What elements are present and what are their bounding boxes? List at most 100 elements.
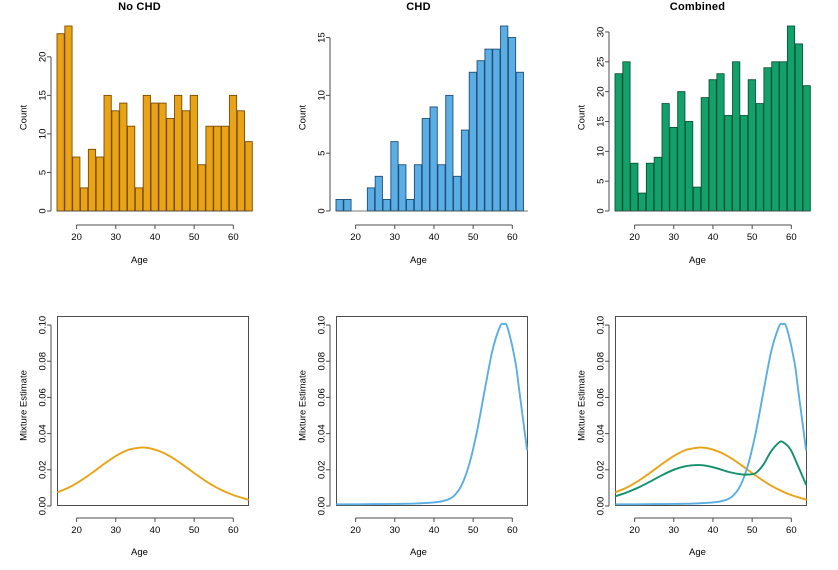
histogram-bar	[732, 61, 741, 212]
xaxis-title-chd: Age	[410, 255, 427, 266]
histogram-bar	[614, 73, 623, 212]
density-curve	[615, 446, 807, 501]
x-axis-tick-label: 40	[429, 525, 440, 536]
density-chd-svg	[336, 322, 528, 506]
y-axis-tick-label: 15	[596, 116, 607, 127]
histogram-bar	[142, 94, 151, 212]
y-axis-tick-label: 20	[596, 86, 607, 97]
histogram-bar	[500, 25, 509, 212]
histogram-bar	[779, 61, 788, 212]
x-axis-tick-label: 30	[668, 525, 679, 536]
histogram-bar	[56, 33, 65, 212]
x-axis-tick-label: 50	[468, 232, 479, 243]
xaxis-title-density-combined: Age	[689, 547, 706, 558]
hist-combined-bars	[614, 25, 811, 212]
histogram-bar	[103, 94, 112, 212]
histogram-bar	[794, 43, 803, 212]
density-curve	[615, 322, 807, 506]
histogram-bar	[244, 141, 253, 212]
histogram-bar	[700, 97, 709, 212]
x-axis-tick-label: 20	[350, 232, 361, 243]
histogram-bar	[80, 187, 89, 212]
y-axis-tick-label: 20	[38, 52, 49, 63]
histogram-bar	[622, 61, 631, 212]
histogram-bar	[189, 94, 198, 212]
y-axis-tick-label: 0	[317, 208, 328, 213]
x-axis-tick-label: 60	[228, 232, 239, 243]
histogram-bar	[119, 102, 128, 212]
panel-density-chd: 0.00 0.02 0.04 0.06 0.08 0.10 20 30 40 50 60 Age M…	[279, 285, 558, 570]
y-axis-tick-label: 0.06	[596, 388, 607, 407]
panel-hist-combined: Combined 0 5 10 15 20 25 30 20 30 40 50 60 Age Coun…	[558, 0, 837, 285]
histogram-bar	[236, 110, 245, 212]
y-axis-tick-label: 0.02	[596, 461, 607, 480]
y-axis-tick-label: 5	[317, 151, 328, 156]
histogram-bar	[630, 162, 639, 212]
x-axis-tick-label: 30	[389, 232, 400, 243]
histogram-bar	[708, 79, 717, 212]
hist-chd-bars	[335, 25, 524, 212]
histogram-bar	[669, 126, 678, 212]
histogram-bar	[197, 164, 206, 212]
x-axis-tick-label: 50	[189, 525, 200, 536]
y-axis-tick-label: 0.08	[38, 352, 49, 371]
y-axis-tick-label: 0.10	[596, 316, 607, 335]
panel-title-chd: CHD	[406, 1, 431, 13]
plot-area-density-chd	[336, 316, 528, 506]
histogram-bar	[685, 121, 694, 212]
density-no-chd-curves	[57, 446, 249, 501]
plot-area-hist-chd	[335, 25, 528, 212]
yaxis-title-density-no-chd: Mixture Estimate	[18, 370, 30, 441]
y-axis-tick-label: 30	[596, 27, 607, 38]
histogram-bar	[111, 110, 120, 212]
y-axis-tick-label: 0.00	[38, 497, 49, 516]
x-axis-tick-label: 40	[708, 525, 719, 536]
histogram-bar	[492, 48, 501, 212]
x-axis-tick-label: 50	[468, 525, 479, 536]
histogram-bar	[716, 73, 725, 212]
panel-title-no-chd: No CHD	[118, 1, 161, 13]
x-axis-tick-label: 60	[507, 232, 518, 243]
histogram-bar	[228, 94, 238, 212]
x-axis-tick-label: 60	[786, 525, 797, 536]
histogram-bar	[134, 187, 144, 212]
density-curve	[336, 322, 528, 506]
histogram-bar	[398, 164, 407, 212]
xaxis-title-combined: Age	[689, 255, 706, 266]
y-axis-tick-label: 15	[317, 32, 328, 43]
x-axis-tick-label: 30	[110, 525, 121, 536]
x-axis-tick-label: 60	[228, 525, 239, 536]
histogram-bar	[390, 141, 399, 212]
y-axis-tick-label: 0.10	[317, 316, 328, 335]
plot-area-density-no-chd	[57, 316, 249, 506]
histogram-bar	[421, 118, 430, 212]
y-axis-tick-label: 10	[317, 90, 328, 101]
y-axis-tick-label: 0	[596, 208, 607, 213]
histogram-bar	[205, 125, 214, 212]
yaxis-title-combined: Count	[576, 104, 588, 131]
y-axis-tick-label: 0.02	[317, 461, 328, 480]
hist-combined-svg	[614, 25, 811, 212]
histogram-bar	[213, 125, 222, 212]
y-axis-tick-label: 0.00	[317, 497, 328, 516]
plot-area-density-combined	[615, 316, 807, 506]
y-axis-tick-label: 5	[38, 170, 49, 175]
histogram-bar	[747, 79, 756, 212]
histogram-bar	[468, 71, 477, 212]
y-axis-tick-label: 0.08	[596, 352, 607, 371]
x-axis-tick-label: 40	[429, 232, 440, 243]
y-axis-tick-label: 10	[596, 146, 607, 157]
histogram-bar	[437, 164, 446, 212]
x-axis-tick-label: 30	[668, 232, 679, 243]
x-axis-tick-label: 40	[708, 232, 719, 243]
histogram-bar	[515, 71, 524, 212]
yaxis-title-no-chd: Count	[18, 104, 30, 131]
panel-density-no-chd: 0.00 0.02 0.04 0.06 0.08 0.10 20 30 40 50 60 Age M…	[0, 285, 279, 570]
density-chd-curves	[336, 322, 528, 506]
y-axis-tick-label: 0.10	[38, 316, 49, 335]
y-axis-tick-label: 0.06	[317, 388, 328, 407]
y-axis-tick-label: 0.04	[38, 424, 49, 443]
histogram-bar	[476, 60, 485, 212]
x-axis-tick-label: 30	[110, 232, 121, 243]
y-axis-tick-label: 0.00	[596, 497, 607, 516]
